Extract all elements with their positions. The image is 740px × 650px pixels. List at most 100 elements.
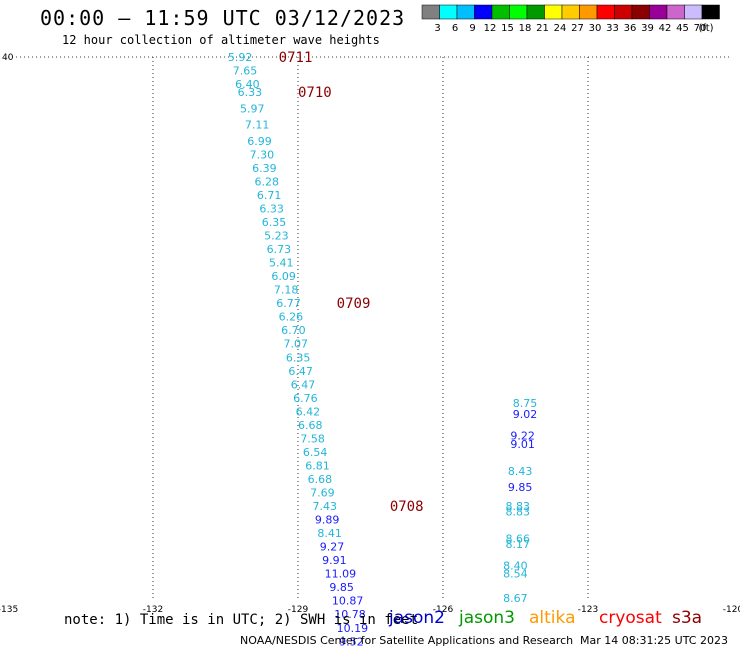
chart-title: 00:00 — 11:59 UTC 03/12/2023 — [40, 6, 406, 30]
legend-label: 24 — [554, 23, 567, 34]
swh-point-track-b: 9.01 — [510, 438, 535, 451]
legend-label: 15 — [501, 23, 514, 34]
chart-subtitle: 12 hour collection of altimeter wave hei… — [62, 33, 380, 47]
swh-point-track-a: 6.09 — [271, 270, 296, 283]
swh-point-track-a: 8.41 — [317, 527, 342, 540]
swh-point-track-a: 6.77 — [276, 297, 301, 310]
swh-point-track-a: 7.30 — [250, 148, 275, 161]
legend-swatch — [561, 4, 580, 20]
swh-point-track-a: 6.33 — [259, 202, 284, 215]
legend-swatch — [701, 4, 720, 20]
x-tick-label: -126 — [433, 605, 454, 615]
legend-swatch — [509, 4, 528, 20]
swh-point-track-a: 7.07 — [284, 338, 309, 351]
swh-point-track-a: 6.76 — [293, 392, 318, 405]
swh-point-track-b: 8.66 — [506, 532, 531, 545]
y-tick-label: 40 — [2, 53, 14, 63]
satellite-s3a: s3a — [672, 608, 703, 628]
swh-point-track-a: 5.97 — [240, 102, 265, 115]
legend-swatch — [439, 4, 458, 20]
swh-point-track-a: 6.35 — [262, 216, 287, 229]
swh-point-track-a: 7.18 — [274, 284, 299, 297]
swh-point-track-a: 7.43 — [313, 500, 338, 513]
swh-point-track-a: 6.39 — [252, 162, 276, 175]
x-tick-label: -129 — [288, 605, 309, 615]
swh-point-track-a: 6.33 — [238, 86, 262, 99]
time-labels: 0711 0710 0709 0708 — [279, 50, 424, 515]
timestamp: Mar 14 08:31:25 UTC 2023 — [580, 634, 728, 647]
legend-swatch — [579, 4, 598, 20]
satellite-altika: altika — [529, 608, 576, 628]
credit-line: NOAA/NESDIS Center for Satellite Applica… — [240, 634, 574, 647]
x-tick-label: -123 — [578, 605, 598, 615]
time-label: 0709 — [337, 296, 371, 312]
swh-point-track-a: 6.26 — [279, 311, 304, 324]
swh-point-track-a: 9.27 — [320, 541, 345, 554]
legend-swatch — [456, 4, 475, 20]
swh-point-track-a: 7.69 — [310, 487, 335, 500]
x-tick-label: -120 — [723, 605, 740, 615]
swh-point-track-a: 6.42 — [296, 405, 321, 418]
swh-point-track-b: 8.83 — [506, 505, 531, 518]
swh-point-track-a: 7.11 — [245, 119, 269, 132]
swh-point-track-a: 5.23 — [264, 230, 289, 243]
swh-point-track-a: 9.91 — [322, 554, 347, 567]
legend-label: 9 — [469, 23, 475, 34]
legend-label: 27 — [571, 23, 584, 34]
swh-point-track-a: 6.68 — [298, 419, 323, 432]
swh-point-track-a: 9.85 — [329, 581, 354, 594]
swh-point-track-b: 9.02 — [513, 408, 538, 421]
legend-swatch — [596, 4, 615, 20]
swh-point-track-b: 8.40 — [503, 560, 528, 573]
swh-point-track-a: 5.92 — [228, 51, 253, 64]
legend-swatch — [614, 4, 633, 20]
legend-label: 45 — [676, 23, 689, 34]
legend-swatch — [544, 4, 563, 20]
time-label: 0708 — [390, 499, 424, 515]
time-label: 0711 — [279, 50, 313, 66]
legend-label: 6 — [452, 23, 458, 34]
swh-point-track-b: 8.17 — [506, 538, 531, 551]
footer-note: note: 1) Time is in UTC; 2) SWH is in fe… — [64, 612, 419, 628]
legend-label: 21 — [536, 23, 549, 34]
x-tick-label: -135 — [0, 605, 18, 615]
legend-unit: (ft) — [698, 23, 713, 34]
swh-point-track-a: 11.09 — [325, 568, 357, 581]
swh-point-track-b: 8.75 — [513, 397, 538, 410]
swh-point-track-a: 6.54 — [303, 446, 328, 459]
legend-swatch — [474, 4, 493, 20]
swh-point-track-b: 9.22 — [510, 430, 535, 443]
legend-swatch — [491, 4, 510, 20]
legend-label: 30 — [589, 23, 602, 34]
swh-point-track-a: 6.73 — [267, 243, 292, 256]
swh-point-track-a: 6.70 — [281, 324, 306, 337]
legend-label: 42 — [659, 23, 672, 34]
color-legend: 3 6 9 12 15 18 21 24 27 30 33 36 39 42 45 70(ft) — [421, 4, 720, 34]
swh-point-track-a: 10.78 — [334, 608, 366, 621]
swh-point-track-a: 6.47 — [291, 378, 316, 391]
axis-ticks: -135-132-129-126-123-120404244464850 — [0, 53, 740, 615]
satellite-jason2: jason2 — [389, 608, 445, 628]
legend-swatch — [631, 4, 650, 20]
swh-point-track-a: 7.65 — [233, 65, 258, 78]
swh-point-track-b: 8.54 — [503, 568, 528, 581]
swh-point-track-a: 6.47 — [288, 365, 313, 378]
legend-label: 70 — [694, 23, 707, 34]
legend-swatch — [649, 4, 668, 20]
swh-point-track-a: 6.68 — [308, 473, 333, 486]
satellite-cryosat: cryosat — [599, 608, 662, 628]
swh-point-track-a: 10.19 — [337, 622, 369, 635]
swh-points: 5.927.656.406.335.977.116.997.306.396.28… — [228, 51, 537, 648]
swh-point-track-a: 9.52 — [339, 635, 364, 648]
swh-point-track-a: 6.81 — [305, 459, 330, 472]
legend-label: 39 — [641, 23, 654, 34]
swh-point-track-b: 8.83 — [506, 500, 531, 513]
swh-point-track-a: 10.87 — [332, 595, 364, 608]
legend-swatch — [684, 4, 703, 20]
swh-point-track-a: 5.41 — [269, 257, 294, 270]
swh-point-track-a: 9.89 — [315, 514, 340, 527]
legend-label: 3 — [434, 23, 440, 34]
grid-lines — [8, 56, 732, 598]
